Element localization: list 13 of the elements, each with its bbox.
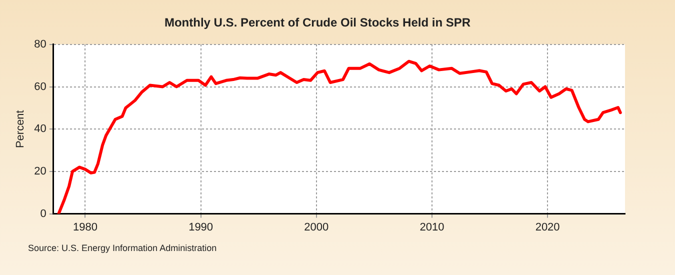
y-tick-label: 40 bbox=[34, 123, 46, 136]
y-axis-title: Percent bbox=[14, 110, 27, 148]
y-tick-label: 0 bbox=[40, 208, 46, 220]
x-tick-label: 2010 bbox=[420, 221, 444, 234]
x-tick-label: 1980 bbox=[72, 221, 98, 234]
x-tick-label: 2020 bbox=[535, 221, 560, 234]
y-tick-label: 80 bbox=[34, 38, 46, 50]
source-note: Source: U.S. Energy Information Administration bbox=[28, 243, 217, 253]
x-tick-label: 2000 bbox=[304, 221, 329, 234]
y-tick-label: 20 bbox=[34, 165, 46, 178]
x-tick-label: 1990 bbox=[188, 221, 214, 234]
chart-title: Monthly U.S. Percent of Crude Oil Stocks Held in SPR bbox=[164, 16, 471, 30]
y-tick-label: 60 bbox=[34, 80, 46, 93]
